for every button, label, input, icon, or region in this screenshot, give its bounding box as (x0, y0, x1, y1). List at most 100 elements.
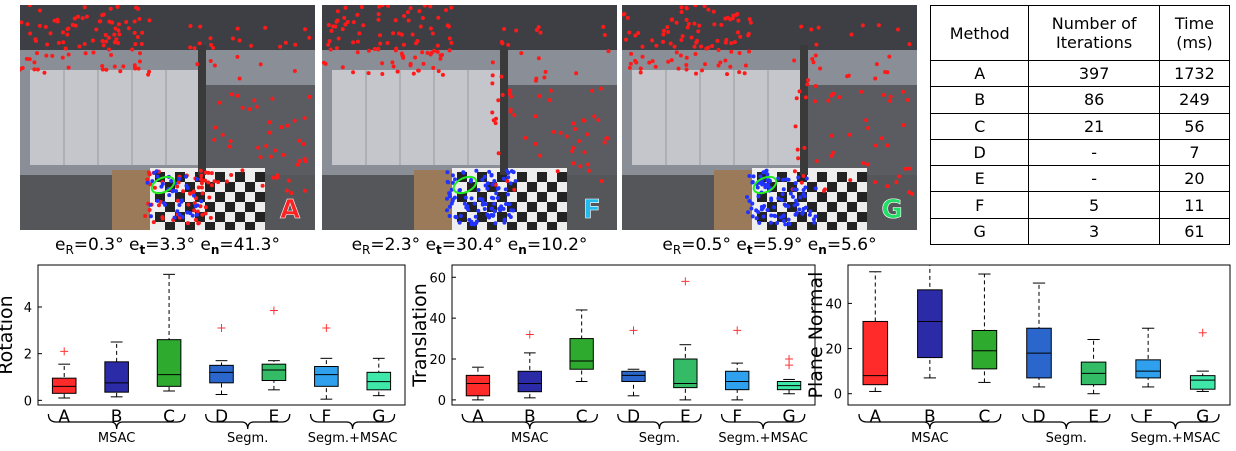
feature-red (792, 169, 797, 174)
feature-red (94, 27, 99, 32)
table-cell: - (1028, 138, 1160, 167)
feature-blue (148, 214, 153, 219)
feature-red (292, 118, 297, 123)
table-cell: 5 (1028, 191, 1160, 219)
feature-red (24, 56, 29, 61)
error-symbol: e (55, 235, 65, 255)
feature-red (571, 161, 576, 166)
feature-red (45, 42, 50, 47)
feature-red (718, 60, 723, 65)
feature-red (270, 96, 275, 101)
feature-red (598, 86, 603, 91)
checker (557, 172, 567, 182)
error-sub: n (518, 243, 527, 257)
feature-red (132, 19, 137, 24)
feature-red (343, 22, 348, 27)
feature-blue (155, 198, 160, 203)
error-value: =3.3° (145, 235, 195, 255)
feature-blue (452, 177, 457, 182)
checker (477, 172, 487, 182)
feature-red (20, 66, 25, 71)
checker (255, 172, 265, 182)
feature-red (390, 60, 395, 65)
feature-blue (450, 180, 455, 185)
photo (322, 5, 617, 230)
feature-blue (480, 202, 485, 207)
group-label: Segm.+MSAC (308, 431, 398, 446)
feature-red (907, 42, 912, 47)
feature-red (267, 130, 272, 135)
feature-blue (804, 176, 809, 181)
table-cell: 11 (1158, 191, 1231, 219)
table-cell: 1732 (1158, 59, 1231, 88)
error-value: =41.3° (219, 235, 280, 255)
feature-red (796, 156, 801, 161)
feature-red (435, 43, 440, 48)
feature-blue (482, 174, 487, 179)
feature-red (849, 32, 854, 37)
feature-red (32, 60, 37, 65)
feature-blue (503, 202, 508, 207)
feature-red (283, 40, 288, 45)
feature-red (121, 64, 126, 69)
checker (767, 222, 777, 230)
feature-blue (179, 199, 184, 204)
feature-blue (176, 180, 181, 185)
feature-blue (750, 180, 755, 185)
feature-red (625, 15, 630, 20)
feature-red (116, 40, 121, 45)
feature-red (420, 15, 425, 20)
box (366, 371, 392, 391)
feature-blue (493, 221, 498, 226)
feature-red (428, 26, 433, 31)
feature-red (188, 45, 193, 50)
outlier (60, 347, 69, 356)
feature-blue (508, 181, 513, 186)
feature-red (416, 68, 421, 73)
feature-red (345, 19, 350, 24)
feature-red (103, 33, 108, 38)
feature-blue (145, 177, 150, 182)
feature-red (496, 151, 501, 156)
feature-red (32, 67, 37, 72)
feature-blue (482, 207, 487, 212)
feature-blue (192, 201, 197, 206)
feature-red (735, 30, 740, 35)
feature-red (801, 173, 806, 178)
feature-red (340, 27, 345, 32)
feature-blue (198, 168, 203, 173)
feature-blue (781, 187, 786, 192)
checker (527, 222, 537, 230)
feature-blue (496, 186, 501, 191)
feature-red (803, 95, 808, 100)
feature-red (411, 71, 416, 76)
panels (632, 70, 802, 165)
panels (332, 70, 502, 165)
feature-red (574, 71, 579, 76)
feature-blue (199, 173, 204, 178)
feature-red (72, 16, 77, 21)
feature-red (731, 13, 736, 18)
feature-red (408, 63, 413, 68)
checker (817, 212, 827, 222)
checker (467, 202, 477, 212)
feature-blue (147, 172, 152, 177)
checker (557, 192, 567, 202)
feature-red (697, 23, 702, 28)
table-cell: G (929, 217, 1030, 246)
feature-red (702, 5, 707, 9)
error-sub: t (747, 243, 753, 257)
feature-red (108, 6, 113, 11)
feature-red (670, 17, 675, 22)
feature-red (139, 42, 144, 47)
feature-blue (489, 212, 494, 217)
box (517, 370, 542, 393)
feature-red (737, 70, 742, 75)
feature-red (60, 55, 65, 60)
feature-red (810, 56, 815, 61)
feature-red (689, 35, 694, 40)
feature-blue (158, 199, 163, 204)
feature-red (301, 141, 306, 146)
feature-blue (209, 171, 214, 176)
